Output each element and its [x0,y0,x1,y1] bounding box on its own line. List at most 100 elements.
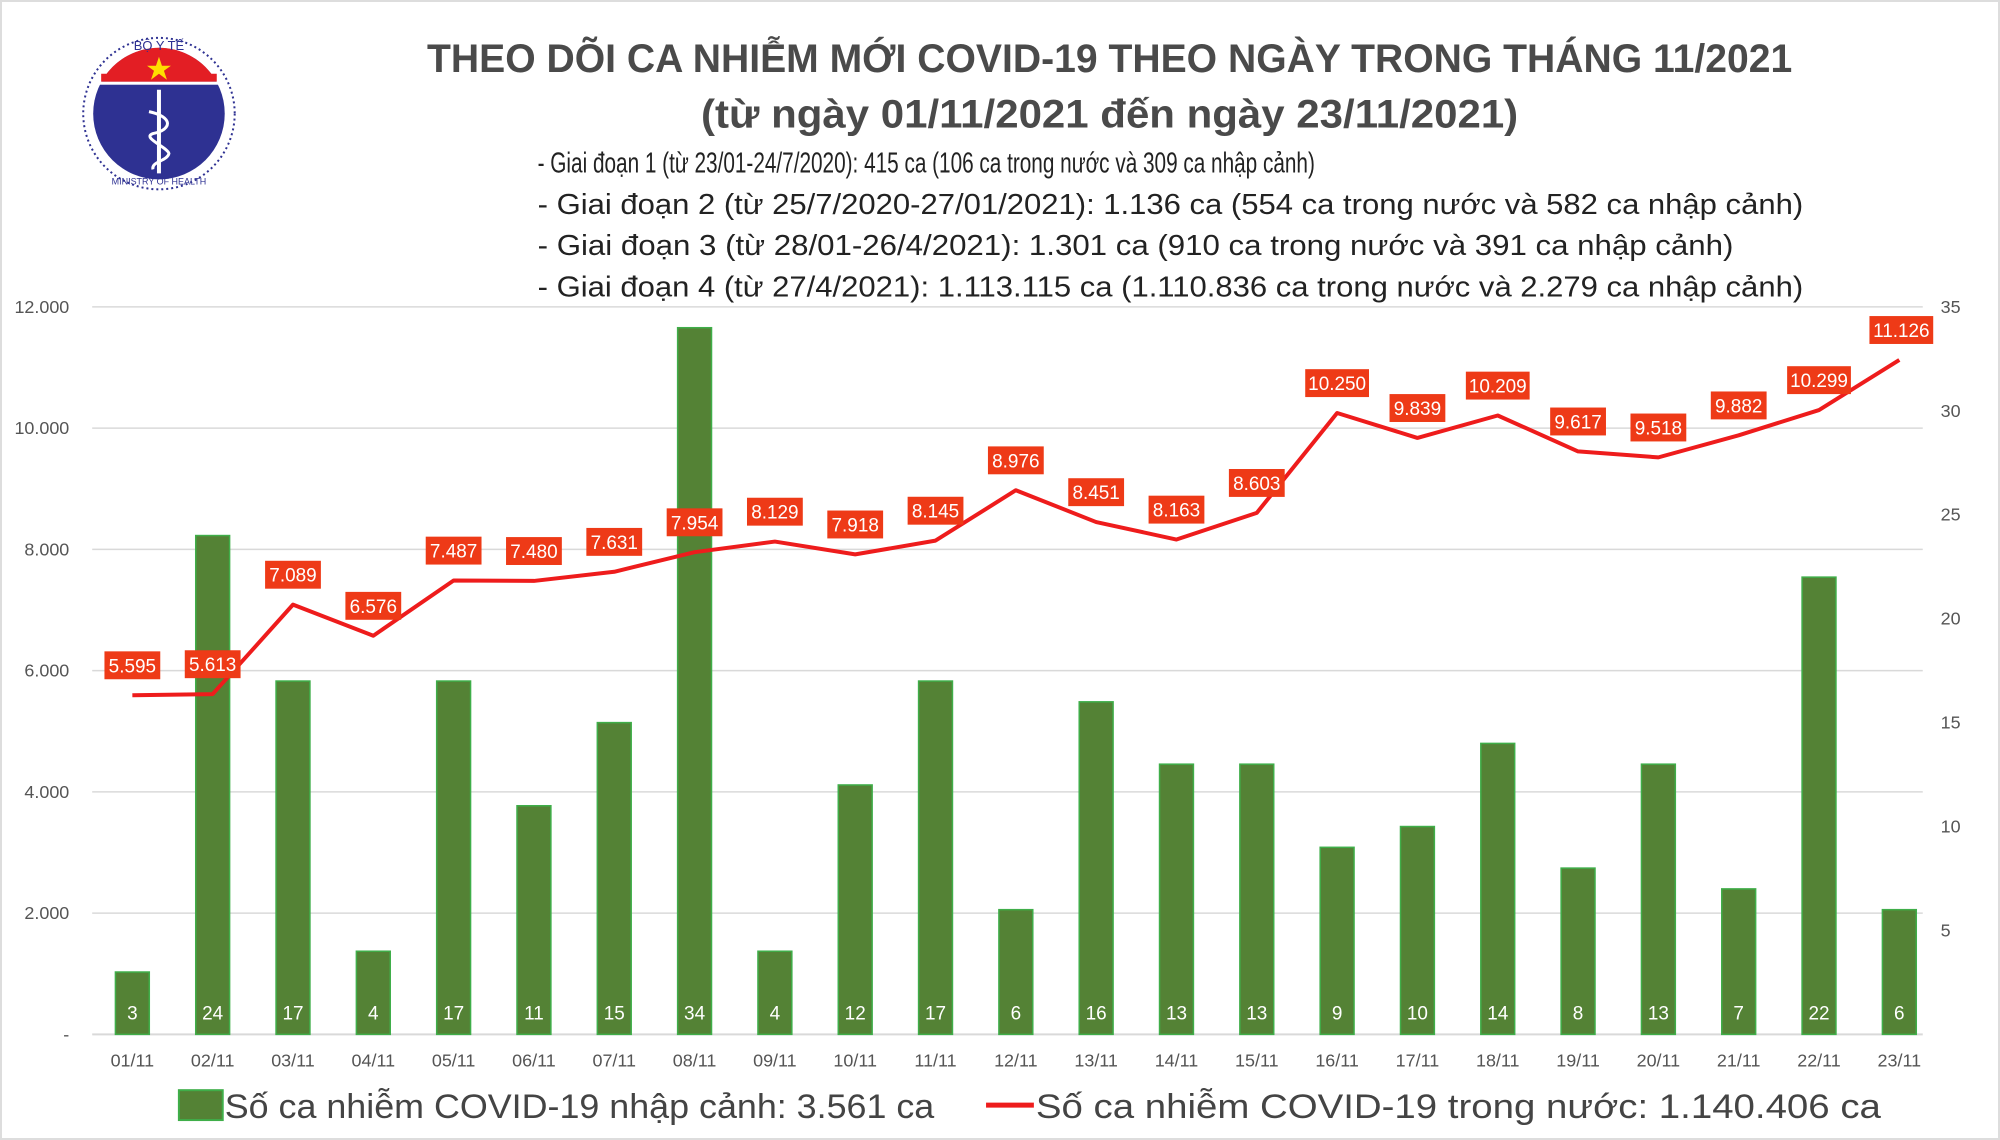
bar-label: 6 [1011,1003,1022,1024]
bar-label: 15 [604,1003,625,1024]
x-tick-label: 23/11 [1878,1050,1922,1070]
bar-label: 7 [1733,1003,1744,1024]
bar [1881,908,1918,1036]
x-tick-label: 13/11 [1074,1050,1118,1070]
x-tick-label: 02/11 [191,1050,235,1070]
bar-label: 4 [770,1003,781,1024]
bar [757,950,793,1036]
left-tick-label: 8.000 [24,539,69,559]
legend-bar-label: Số ca nhiễm COVID-19 nhập cảnh: 3.561 ca [225,1088,935,1126]
line-label-box [1630,413,1687,442]
right-tick-label: 5 [1941,920,1951,940]
bar [1480,742,1516,1036]
bar-label: 3 [127,1003,138,1024]
left-tick-label: 10.000 [14,418,69,438]
x-tick-label: 14/11 [1155,1050,1199,1070]
line-path [132,358,1901,698]
bar-label: 9 [1332,1003,1343,1024]
x-tick-label: 07/11 [592,1050,636,1070]
bar-label: 17 [925,1003,946,1024]
line-label: 8.129 [751,503,798,524]
bar [1721,888,1757,1036]
x-tick-label: 09/11 [753,1050,797,1070]
bar-label: 34 [684,1003,705,1024]
line-label-box [666,508,723,537]
bar [1801,576,1837,1036]
x-axis: 01/11 02/11 03/11 04/11 05/11 06/11 07/11 08/11… [111,1050,1922,1070]
line-label-box [425,536,482,565]
line-series: 5.595 5.613 7.089 6.576 7.487 7.480 7.631 7.954… [104,316,1934,698]
logo-text-top: BỘ Y TẾ [134,38,185,53]
line-label-box [1068,478,1125,507]
line-label-box [506,537,562,565]
line-label: 5.613 [189,655,236,676]
line-label: 10.250 [1308,374,1366,395]
line-label: 5.595 [109,656,156,677]
x-tick-label: 05/11 [432,1050,476,1070]
line-label-box [827,510,884,539]
line-label-box [1389,394,1446,422]
bar-label: 13 [1648,1003,1669,1024]
bar-label: 16 [1086,1003,1107,1024]
right-tick-label: 35 [1941,297,1961,317]
bar [998,908,1034,1036]
left-tick-label: 6.000 [24,661,69,681]
left-tick-label: - [63,1024,69,1044]
bar-label: 8 [1573,1003,1584,1024]
phase-note: - Giai đoạn 2 (từ 25/7/2020-27/01/2021):… [538,189,1804,221]
line-label-box [1465,371,1530,400]
line-label: 7.918 [832,515,879,536]
bar [1158,763,1195,1036]
line-label-box [1710,391,1767,420]
x-tick-label: 06/11 [512,1050,556,1070]
bar-label: 14 [1487,1003,1508,1024]
line-label: 11.126 [1873,321,1929,342]
line-label: 7.480 [510,542,557,563]
line-label-box [907,496,964,525]
line-label-box [1305,369,1370,398]
line-label: 9.617 [1554,412,1601,433]
right-tick-label: 10 [1941,817,1961,837]
ministry-logo: BỘ Y TẾ MINISTRY OF HEALTH [82,36,236,191]
x-tick-label: 20/11 [1637,1050,1681,1070]
bar-label: 13 [1166,1003,1187,1024]
bar [516,804,552,1036]
line-label: 8.603 [1233,474,1280,495]
x-tick-label: 22/11 [1797,1050,1841,1070]
right-tick-label: 15 [1941,713,1961,733]
line-label: 8.163 [1153,501,1200,522]
right-tick-label: 30 [1941,401,1961,421]
right-axis: 5 10 15 20 25 30 35 [1941,297,1961,941]
phase-note: - Giai đoạn 4 (từ 27/4/2021): 1.113.115 … [538,271,1804,303]
bar-label: 11 [524,1003,544,1024]
line-label: 8.976 [992,451,1039,472]
bar-label: 13 [1246,1003,1267,1024]
phase-note: - Giai đoạn 1 (từ 23/01-24/7/2020): 415 … [538,147,1315,179]
line-label-box [265,560,321,589]
bar [275,680,311,1036]
line-label: 8.145 [912,502,959,523]
line-label-box [1869,316,1934,344]
left-tick-label: 4.000 [24,782,69,802]
bar [917,680,954,1036]
legend-bar-swatch [177,1089,224,1122]
line-label: 9.518 [1635,418,1682,439]
x-tick-label: 21/11 [1717,1050,1761,1070]
line-label-box [184,650,241,679]
x-tick-label: 03/11 [271,1050,315,1070]
bar [1319,846,1355,1036]
line-label: 10.299 [1790,371,1848,392]
bar-label: 10 [1407,1003,1428,1024]
bar [837,784,873,1036]
x-tick-label: 19/11 [1556,1050,1600,1070]
x-tick-label: 17/11 [1396,1050,1440,1070]
line-label-box [1550,407,1606,436]
bar-label: 12 [845,1003,866,1024]
bar-label: 24 [202,1003,223,1024]
bar-label: 6 [1894,1003,1905,1024]
bar-label: 17 [282,1003,303,1024]
bar-label: 17 [443,1003,464,1024]
bar-label: 4 [368,1003,379,1024]
bar [596,721,632,1036]
